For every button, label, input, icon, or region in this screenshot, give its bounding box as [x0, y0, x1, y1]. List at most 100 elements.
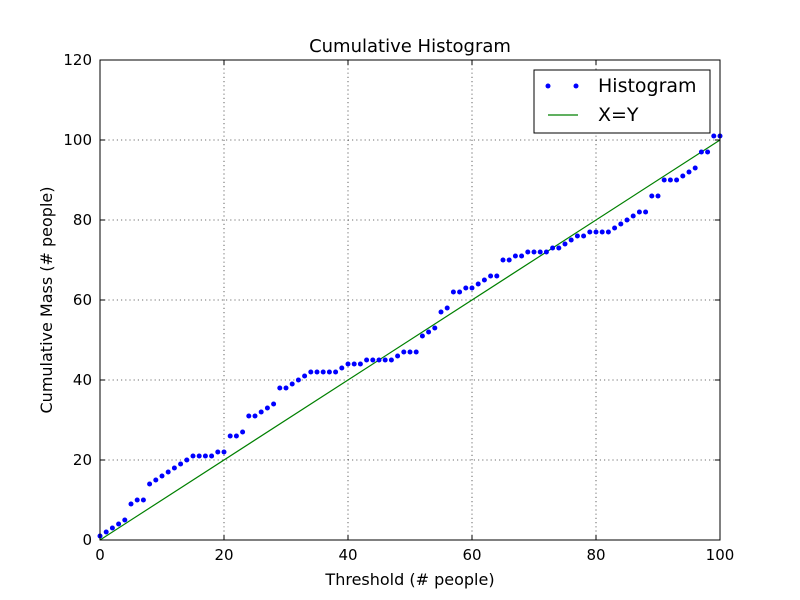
histogram-point [463, 285, 469, 291]
histogram-point [221, 449, 227, 455]
histogram-point [413, 349, 419, 355]
histogram-point [432, 325, 438, 331]
histogram-point [698, 149, 704, 155]
y-tick-label: 0 [82, 531, 92, 549]
histogram-point [122, 517, 128, 523]
histogram-point [519, 253, 525, 259]
histogram-point [109, 525, 115, 531]
x-tick-label: 20 [214, 546, 233, 564]
histogram-point [630, 213, 636, 219]
legend: Histogram X=Y [533, 69, 711, 134]
histogram-point [401, 349, 407, 355]
histogram-point [395, 353, 401, 359]
histogram-point [147, 481, 153, 487]
x-tick-label: 100 [706, 546, 735, 564]
histogram-point [438, 309, 444, 315]
histogram-point [252, 413, 258, 419]
legend-label-histogram: Histogram [598, 75, 697, 97]
histogram-point [494, 273, 500, 279]
x-tick-label: 80 [586, 546, 605, 564]
histogram-point [531, 249, 537, 255]
histogram-point [574, 233, 580, 239]
histogram-point [512, 253, 518, 259]
histogram-point [605, 229, 611, 235]
histogram-point [506, 257, 512, 263]
histogram-point [209, 453, 215, 459]
x-tick-label: 60 [462, 546, 481, 564]
histogram-point [289, 381, 295, 387]
histogram-point [233, 433, 239, 439]
histogram-point [587, 229, 593, 235]
series-line-x-equals-y [99, 139, 721, 541]
histogram-point [258, 409, 264, 415]
histogram-point [326, 369, 332, 375]
histogram-point [481, 277, 487, 283]
histogram-point [593, 229, 599, 235]
histogram-point [711, 133, 717, 139]
histogram-point [537, 249, 543, 255]
legend-label-xy: X=Y [598, 104, 639, 126]
histogram-point [599, 229, 605, 235]
histogram-point [655, 193, 661, 199]
histogram-point [376, 357, 382, 363]
legend-box [533, 69, 711, 134]
histogram-point [543, 249, 549, 255]
histogram-point [581, 233, 587, 239]
histogram-point [227, 433, 233, 439]
histogram-point [277, 385, 283, 391]
histogram-point [692, 165, 698, 171]
histogram-point [215, 449, 221, 455]
histogram-point [134, 497, 140, 503]
chart-title: Cumulative Histogram [309, 36, 511, 57]
histogram-point [345, 361, 351, 367]
histogram-point [444, 305, 450, 311]
histogram-point [674, 177, 680, 183]
x-axis-title: Threshold (# people) [324, 570, 494, 589]
histogram-point [370, 357, 376, 363]
histogram-point [469, 285, 475, 291]
series-lines [99, 139, 721, 541]
histogram-point [388, 357, 394, 363]
histogram-point [159, 473, 165, 479]
histogram-point [661, 177, 667, 183]
y-tick-label: 120 [63, 51, 92, 69]
histogram-point [339, 365, 345, 371]
histogram-point [320, 369, 326, 375]
histogram-point [643, 209, 649, 215]
y-tick-label: 100 [63, 131, 92, 149]
histogram-point [314, 369, 320, 375]
histogram-point [686, 169, 692, 175]
histogram-point [271, 401, 277, 407]
histogram-point [333, 369, 339, 375]
y-tick-label: 20 [73, 451, 92, 469]
histogram-point [500, 257, 506, 263]
histogram-point [426, 329, 432, 335]
histogram-point [680, 173, 686, 179]
histogram-point [184, 457, 190, 463]
histogram-point [264, 405, 270, 411]
histogram-point [357, 361, 363, 367]
histogram-point [295, 377, 301, 383]
x-tick-label: 0 [95, 546, 105, 564]
histogram-point [562, 241, 568, 247]
histogram-point [351, 361, 357, 367]
histogram-point [178, 461, 184, 467]
histogram-point [302, 373, 308, 379]
y-tick-label: 80 [73, 211, 92, 229]
histogram-point [419, 333, 425, 339]
histogram-point [128, 501, 134, 507]
histogram-point [488, 273, 494, 279]
x-tick-label: 40 [338, 546, 357, 564]
histogram-point [165, 469, 171, 475]
histogram-point [171, 465, 177, 471]
histogram-point [116, 521, 122, 527]
histogram-point [612, 225, 618, 231]
histogram-point [246, 413, 252, 419]
histogram-point [475, 281, 481, 287]
histogram-point [450, 289, 456, 295]
histogram-point [103, 529, 109, 535]
histogram-point [457, 289, 463, 295]
histogram-point [649, 193, 655, 199]
histogram-point [624, 217, 630, 223]
